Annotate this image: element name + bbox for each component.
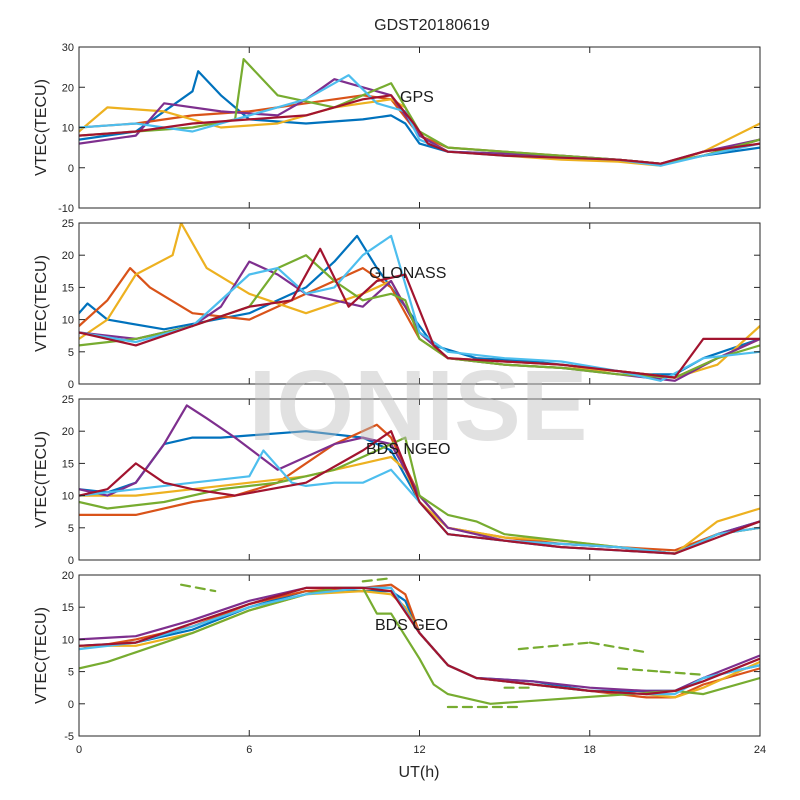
segment-2 [361,577,393,583]
y-tick-label: 15 [62,602,74,614]
y-tick-label: 10 [62,315,74,327]
y-axis-label: VTEC(TECU) [33,431,50,528]
y-tick-label: 20 [62,82,74,94]
y-axis-label: VTEC(TECU) [33,79,50,176]
panel-annotation: BDS NGEO [366,441,450,458]
y-axis-label: VTEC(TECU) [33,607,50,704]
y-tick-label: 5 [68,523,74,535]
panel-1: -10 0 10 20 30 VTEC(TECU) GPS [33,42,761,215]
y-tick-label: -5 [64,731,74,743]
series-line-7 [79,94,760,165]
chart-title: GDST20180619 [374,17,490,34]
segment-1 [180,583,217,593]
series-line-6 [79,234,760,382]
series-line-7 [79,430,760,555]
y-tick-label: 0 [68,555,74,567]
series-line-7 [79,586,760,696]
y-tick-label: 0 [68,379,74,391]
segment-6 [588,641,648,654]
y-tick-label: 5 [68,347,74,359]
y-tick-label: 10 [62,123,74,135]
y-tick-label: 20 [62,250,74,262]
y-tick-label: 15 [62,282,74,294]
y-axis-label: VTEC(TECU) [33,255,50,352]
panel-annotation: GLONASS [369,265,446,282]
panels-group: -10 0 10 20 30 VTEC(TECU) GPS 0 5 10 15 20 25 VTEC(TE… [33,42,766,756]
y-tick-label: 30 [62,42,74,54]
y-tick-label: 0 [68,163,74,175]
series-group [79,58,760,167]
y-tick-label: 20 [62,426,74,438]
y-tick-label: 10 [62,491,74,503]
series-line-7 [79,247,760,379]
series-group [79,577,760,709]
panel-2: 0 5 10 15 20 25 VTEC(TECU) GLONASS [33,218,761,391]
y-tick-label: 10 [62,634,74,646]
y-tick-label: 5 [68,667,74,679]
plot-area [79,575,760,736]
x-tick-label: 12 [413,744,425,756]
panel-3: 0 5 10 15 20 25 VTEC(TECU) BDS NGEO [33,394,761,567]
plot-area [79,223,760,384]
y-tick-label: 25 [62,218,74,230]
x-axis-label: UT(h) [399,764,440,781]
y-tick-label: -10 [58,203,74,215]
panel-annotation: BDS GEO [375,617,448,634]
series-group [79,223,760,382]
y-tick-label: 0 [68,699,74,711]
segment-5 [517,641,591,651]
plot-area [79,399,760,560]
y-tick-label: 25 [62,394,74,406]
x-tick-label: 24 [754,744,766,756]
segment-7 [617,667,662,673]
series-line-5 [79,586,760,705]
x-tick-label: 0 [76,744,82,756]
segment-8 [659,670,705,676]
watermark: IONISE [249,350,588,462]
x-tick-label: 6 [246,744,252,756]
y-tick-label: 15 [62,458,74,470]
y-tick-label: 20 [62,570,74,582]
series-group [79,404,760,555]
x-tick-label: 18 [584,744,596,756]
series-line-6 [79,449,760,555]
panel-annotation: GPS [400,89,434,106]
